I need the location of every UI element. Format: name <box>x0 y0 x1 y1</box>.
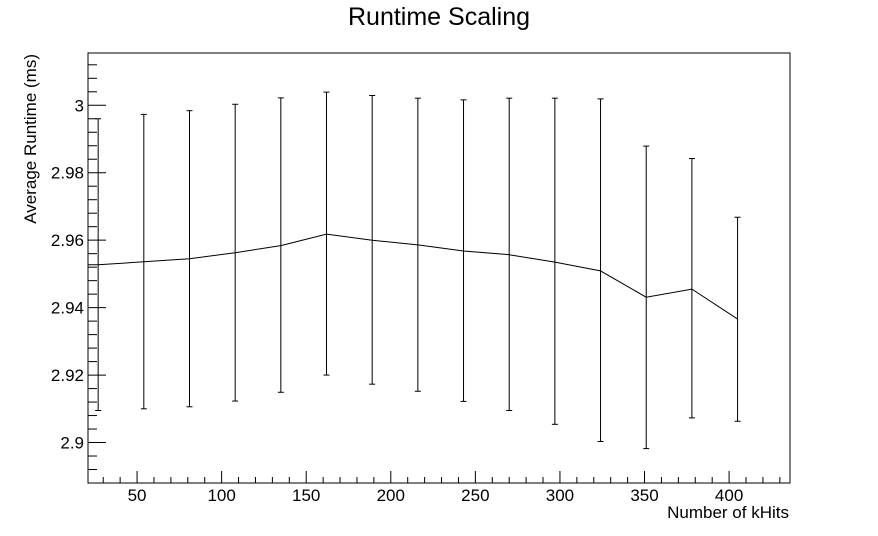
x-axis-tick-labels: 50 100 150 200 250 300 350 400 <box>128 486 744 505</box>
x-tick-label: 350 <box>630 486 658 505</box>
x-axis-ticks <box>102 471 781 483</box>
y-axis-tick-labels: 2.9 2.92 2.94 2.96 2.98 3 <box>51 96 84 452</box>
x-tick-label: 50 <box>128 486 147 505</box>
x-tick-label: 250 <box>461 486 489 505</box>
y-tick-label: 2.98 <box>51 164 84 183</box>
x-tick-label: 400 <box>715 486 743 505</box>
x-tick-label: 150 <box>292 486 320 505</box>
y-axis-label: Average Runtime (ms) <box>21 54 40 224</box>
x-axis-label: Number of kHits <box>667 503 789 522</box>
y-tick-label: 2.92 <box>51 366 84 385</box>
x-tick-label: 300 <box>546 486 574 505</box>
y-tick-label: 2.96 <box>51 231 84 250</box>
y-axis-ticks <box>88 64 106 484</box>
plot-frame <box>87 52 791 484</box>
series-line <box>88 233 738 320</box>
y-tick-label: 2.94 <box>51 299 84 318</box>
x-tick-label: 200 <box>377 486 405 505</box>
y-tick-label: 3 <box>75 96 84 115</box>
x-tick-label: 100 <box>207 486 235 505</box>
chart-title: Runtime Scaling <box>348 3 530 31</box>
y-tick-label: 2.9 <box>60 434 84 453</box>
